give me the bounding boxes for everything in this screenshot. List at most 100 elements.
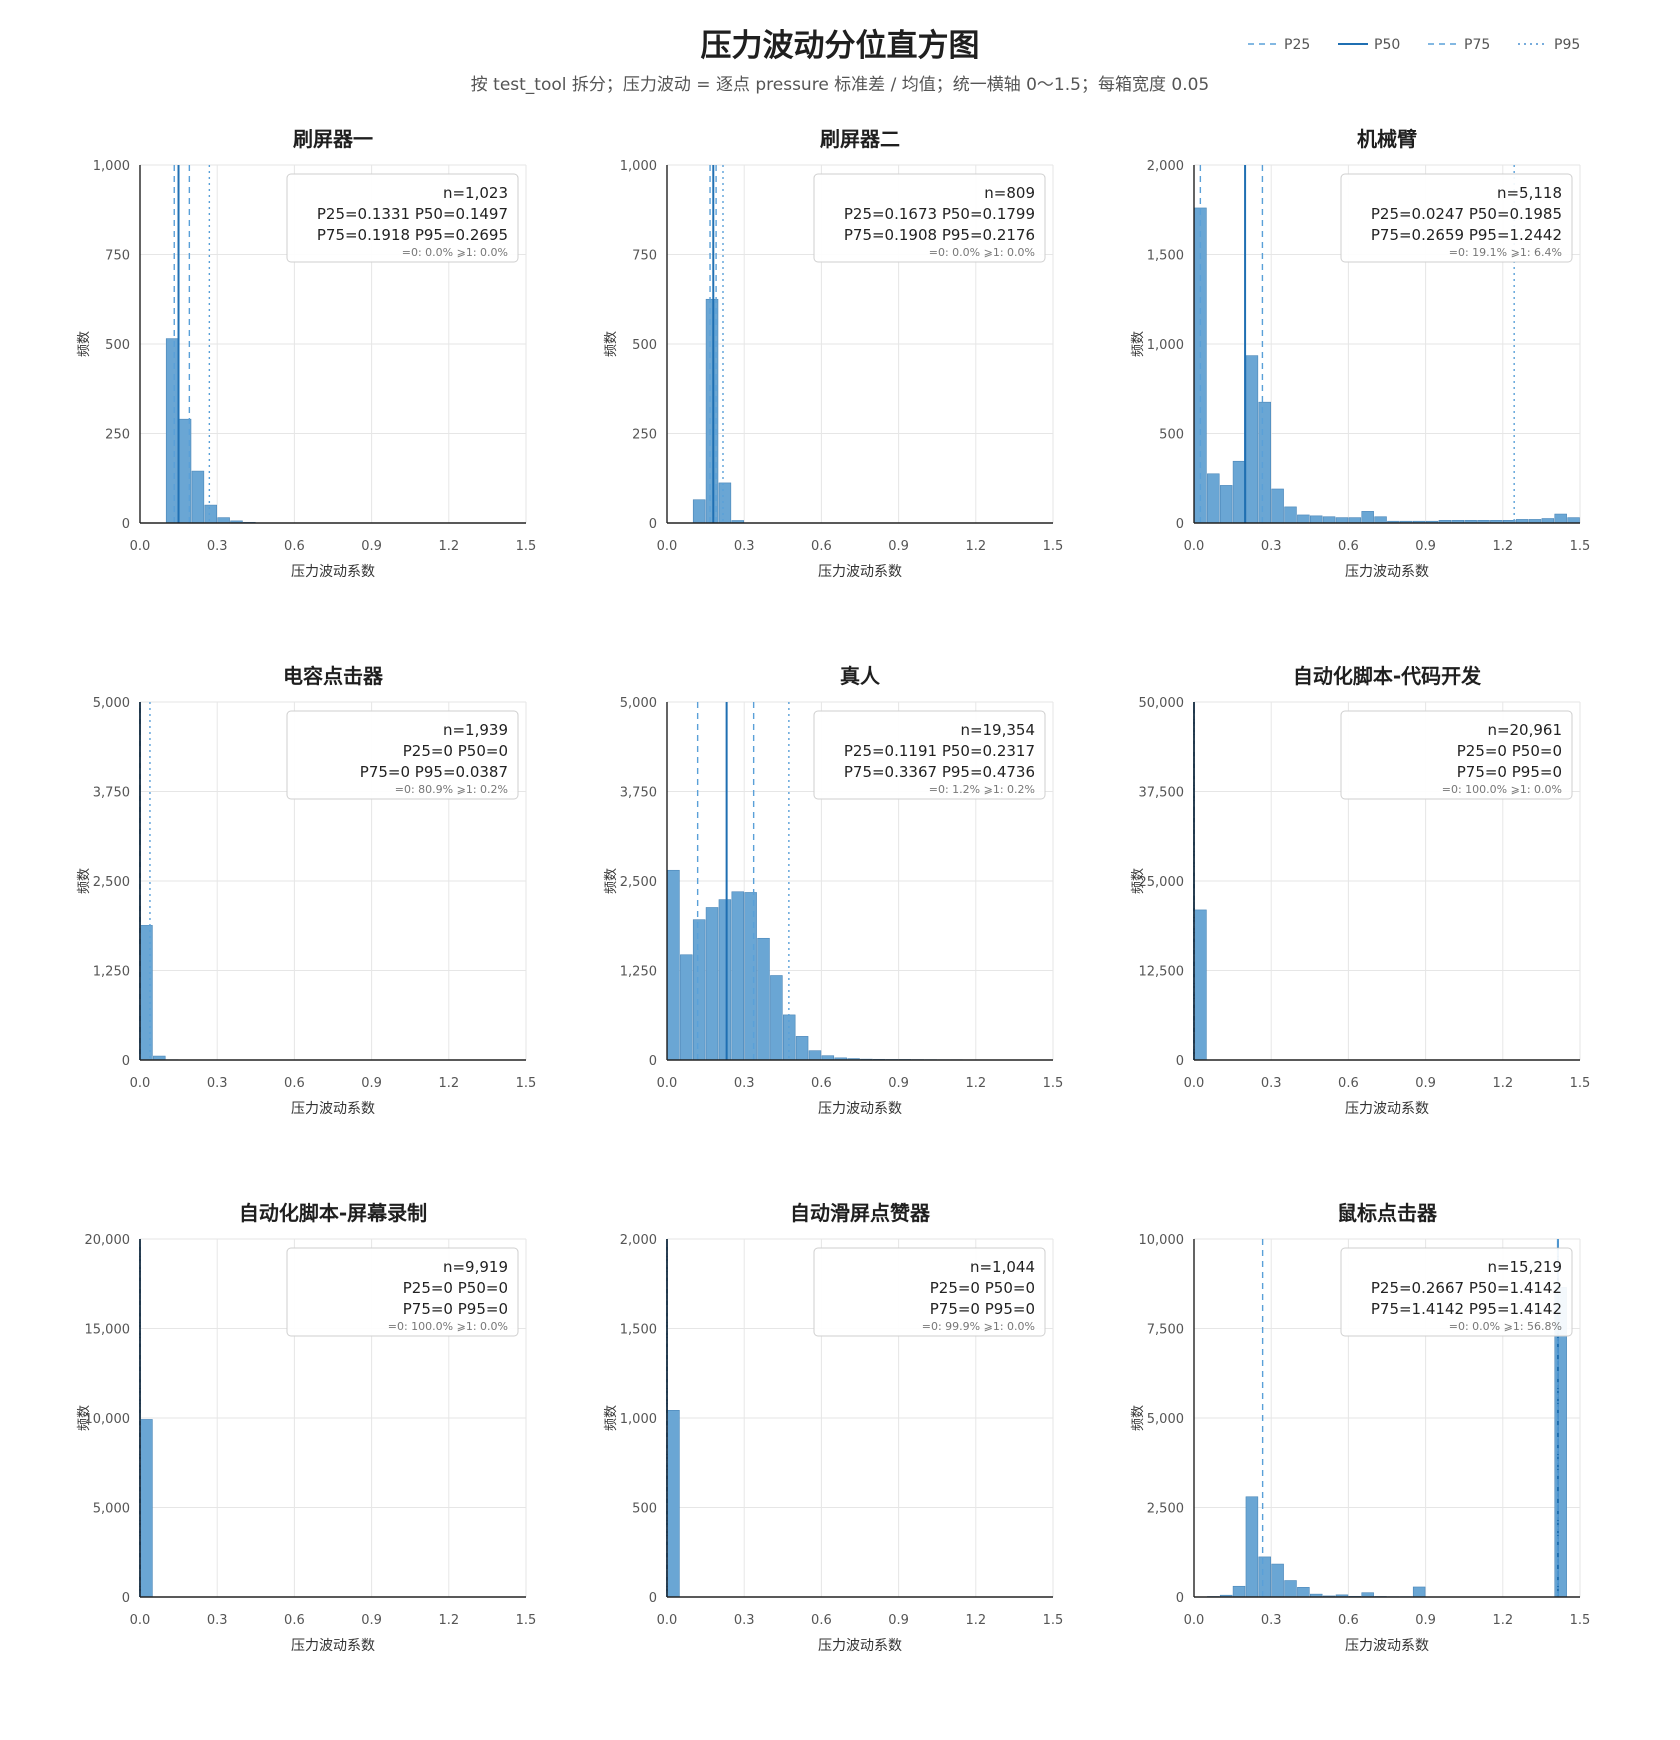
x-tick-label: 0.0 <box>657 1613 678 1628</box>
x-tick-label: 1.5 <box>1043 1076 1064 1091</box>
x-tick-label: 1.5 <box>1043 1613 1064 1628</box>
y-tick-label: 250 <box>632 428 657 443</box>
y-tick-label: 10,000 <box>85 1412 131 1427</box>
x-tick-label: 1.5 <box>516 539 537 554</box>
stats-line: n=1,044 <box>970 1258 1035 1276</box>
x-tick-label: 0.3 <box>1261 539 1282 554</box>
stats-rate: =0: 80.9% ⩾1: 0.2% <box>395 783 508 796</box>
histogram-bar <box>680 954 693 1061</box>
stats-line: P75=0 P95=0 <box>1457 763 1562 781</box>
y-tick-label: 25,000 <box>1139 875 1185 890</box>
y-tick-label: 5,000 <box>93 1502 130 1517</box>
histogram-bar <box>770 975 783 1061</box>
panel-title: 真人 <box>840 664 881 688</box>
y-tick-label: 7,500 <box>1147 1323 1184 1338</box>
y-tick-label: 0 <box>122 1591 130 1606</box>
y-tick-label: 1,250 <box>620 965 657 980</box>
y-tick-label: 500 <box>105 338 130 353</box>
x-axis-label: 压力波动系数 <box>291 564 375 580</box>
x-axis-label: 压力波动系数 <box>291 1638 375 1654</box>
x-tick-label: 0.6 <box>284 539 305 554</box>
x-tick-label: 0.6 <box>284 1613 305 1628</box>
y-tick-label: 1,250 <box>93 965 130 980</box>
x-tick-label: 0.0 <box>1184 1613 1205 1628</box>
histogram-bar <box>1361 511 1374 524</box>
x-tick-label: 0.9 <box>1415 1613 1436 1628</box>
y-tick-label: 500 <box>632 338 657 353</box>
x-tick-label: 1.5 <box>1570 1613 1591 1628</box>
histogram-bar <box>1232 1585 1246 1598</box>
y-tick-label: 1,500 <box>1147 249 1184 264</box>
y-tick-label: 500 <box>632 1502 657 1517</box>
x-tick-label: 1.2 <box>438 1613 459 1628</box>
panel-title: 自动滑屏点赞器 <box>790 1201 931 1225</box>
panel-title: 刷屏器一 <box>293 127 373 151</box>
stats-rate: =0: 100.0% ⩾1: 0.0% <box>1442 783 1562 796</box>
histogram-bar <box>757 937 770 1061</box>
stats-box <box>1340 173 1573 263</box>
y-tick-label: 15,000 <box>85 1323 131 1338</box>
x-axis-label: 压力波动系数 <box>818 1638 902 1654</box>
histogram-bar <box>1284 506 1297 524</box>
x-tick-label: 1.2 <box>965 539 986 554</box>
x-axis-label: 压力波动系数 <box>818 564 902 580</box>
histogram-bar <box>1271 488 1284 524</box>
histogram-bar <box>1322 516 1336 524</box>
histogram-bar <box>1194 909 1207 1061</box>
panel-9: 鼠标点击器 0.0 0.3 0.6 0.9 1.2 1.5 0 2,500 5,000 7,500 1… <box>1131 1201 1590 1654</box>
y-tick-label: 2,500 <box>620 875 657 890</box>
stats-line: P75=0 P95=0.0387 <box>360 763 508 781</box>
panel-4: 电容点击器 0.0 0.3 0.6 0.9 1.2 1.5 0 1,250 2,500 3,750 5… <box>77 664 536 1117</box>
x-axis-label: 压力波动系数 <box>1345 1638 1429 1654</box>
histogram-bar <box>1284 1580 1297 1598</box>
x-tick-label: 0.6 <box>1338 1076 1359 1091</box>
stats-line: P25=0.1331 P50=0.1497 <box>317 205 508 223</box>
x-tick-label: 0.0 <box>130 1076 151 1091</box>
y-tick-label: 0 <box>649 517 657 532</box>
y-tick-label: 12,500 <box>1139 965 1185 980</box>
y-tick-label: 50,000 <box>1139 696 1185 711</box>
histogram-bar <box>744 892 757 1061</box>
stats-line: P25=0 P50=0 <box>403 1279 508 1297</box>
histogram-bar <box>191 470 205 524</box>
y-tick-label: 20,000 <box>85 1233 131 1248</box>
x-tick-label: 0.9 <box>1415 1076 1436 1091</box>
x-tick-label: 0.0 <box>657 539 678 554</box>
x-tick-label: 1.5 <box>1570 539 1591 554</box>
x-tick-label: 0.9 <box>361 1613 382 1628</box>
legend-label-p25: P25 <box>1284 37 1310 53</box>
x-tick-label: 1.2 <box>965 1613 986 1628</box>
histogram-bar <box>165 338 179 524</box>
x-tick-label: 1.2 <box>438 1076 459 1091</box>
x-tick-label: 0.6 <box>284 1076 305 1091</box>
stats-rate: =0: 19.1% ⩾1: 6.4% <box>1449 246 1562 259</box>
histogram-bar <box>718 899 732 1061</box>
stats-box <box>813 173 1046 263</box>
x-tick-label: 0.3 <box>734 1076 755 1091</box>
stats-line: P25=0 P50=0 <box>1457 742 1562 760</box>
y-tick-label: 1,000 <box>93 159 130 174</box>
histogram-bar <box>1297 514 1310 524</box>
y-tick-label: 2,000 <box>1147 159 1184 174</box>
histogram-bar <box>1412 1586 1426 1598</box>
y-tick-label: 0 <box>122 517 130 532</box>
panel-title: 机械臂 <box>1357 127 1417 151</box>
histogram-bar <box>667 869 680 1061</box>
y-tick-label: 2,500 <box>93 875 130 890</box>
histogram-bar <box>692 499 706 524</box>
y-axis-label: 频数 <box>77 1405 92 1431</box>
panel-title: 自动化脚本-代码开发 <box>1293 664 1482 688</box>
x-tick-label: 0.0 <box>657 1076 678 1091</box>
x-tick-label: 1.2 <box>1492 1613 1513 1628</box>
page-title: 压力波动分位直方图 <box>700 28 980 64</box>
x-tick-label: 0.3 <box>207 1076 228 1091</box>
stats-rate: =0: 0.0% ⩾1: 0.0% <box>929 246 1035 259</box>
legend-label-p75: P75 <box>1464 37 1490 53</box>
y-axis-label: 频数 <box>77 868 92 894</box>
y-tick-label: 1,500 <box>620 1323 657 1338</box>
x-tick-label: 0.6 <box>811 1076 832 1091</box>
x-tick-label: 1.2 <box>1492 539 1513 554</box>
histogram-bar <box>1245 355 1259 524</box>
stats-line: n=19,354 <box>960 721 1035 739</box>
